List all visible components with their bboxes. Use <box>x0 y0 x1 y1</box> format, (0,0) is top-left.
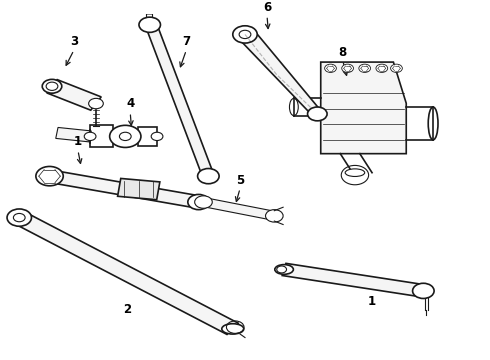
Polygon shape <box>144 20 214 177</box>
Text: 5: 5 <box>236 174 244 186</box>
Polygon shape <box>202 198 276 220</box>
Circle shape <box>89 98 103 109</box>
Polygon shape <box>238 30 322 116</box>
Circle shape <box>325 64 336 72</box>
Text: 8: 8 <box>339 46 347 59</box>
Text: 3: 3 <box>70 35 78 48</box>
Circle shape <box>151 132 163 140</box>
Circle shape <box>413 283 434 298</box>
Circle shape <box>110 125 141 148</box>
Circle shape <box>139 17 160 32</box>
Circle shape <box>391 64 402 72</box>
Text: 6: 6 <box>263 1 271 14</box>
Circle shape <box>42 79 62 93</box>
Polygon shape <box>13 212 239 334</box>
Text: 1: 1 <box>368 295 376 308</box>
Polygon shape <box>47 80 101 110</box>
Circle shape <box>359 64 370 72</box>
Circle shape <box>197 168 219 184</box>
Circle shape <box>376 64 388 72</box>
Ellipse shape <box>222 324 244 334</box>
Polygon shape <box>321 62 406 154</box>
Circle shape <box>7 209 31 226</box>
Polygon shape <box>48 170 201 208</box>
Ellipse shape <box>275 265 294 274</box>
Text: 4: 4 <box>126 98 134 111</box>
Polygon shape <box>282 264 425 297</box>
Circle shape <box>195 196 212 208</box>
Circle shape <box>84 132 96 140</box>
Ellipse shape <box>345 169 365 176</box>
Polygon shape <box>56 127 91 142</box>
Circle shape <box>308 107 327 121</box>
Text: 7: 7 <box>182 35 191 48</box>
Circle shape <box>342 64 353 72</box>
Circle shape <box>36 166 63 186</box>
Text: 2: 2 <box>122 303 131 316</box>
Text: 1: 1 <box>74 135 82 148</box>
Polygon shape <box>118 179 160 200</box>
Circle shape <box>266 210 283 222</box>
Circle shape <box>188 194 209 210</box>
Circle shape <box>233 26 257 43</box>
